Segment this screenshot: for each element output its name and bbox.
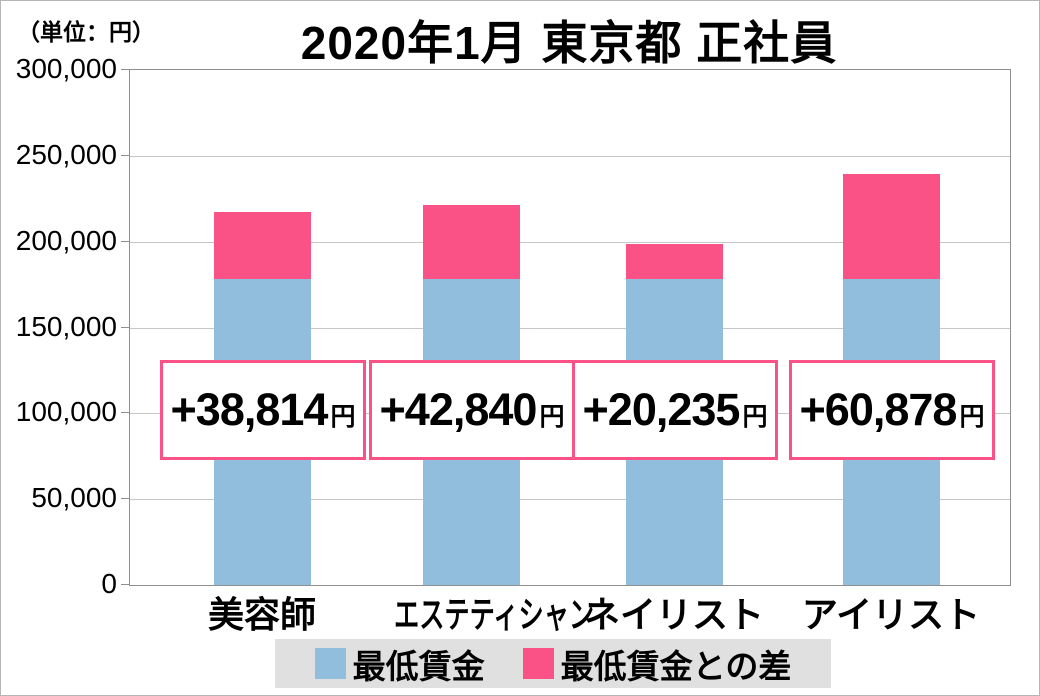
y-tick xyxy=(121,327,129,328)
value-unit: 円 xyxy=(742,403,768,431)
y-tick xyxy=(121,241,129,242)
bar-segment-difference xyxy=(214,212,311,279)
gridline xyxy=(130,499,1010,500)
legend-swatch-minimum-wage xyxy=(314,648,346,679)
value-amount: +42,840 xyxy=(379,384,538,435)
value-unit: 円 xyxy=(959,403,985,431)
legend: 最低賃金 最低賃金との差 xyxy=(275,639,831,688)
legend-label: 最低賃金との差 xyxy=(560,647,792,685)
value-amount: +60,878 xyxy=(799,384,958,435)
y-tick xyxy=(121,412,129,413)
category-label: 美容師 xyxy=(207,594,316,635)
chart-title: 2020年1月 東京都 正社員 xyxy=(300,17,838,69)
value-label-box: +20,235 円 xyxy=(572,360,778,460)
y-tick-label: 250,000 xyxy=(15,139,117,170)
value-label-box: +60,878 円 xyxy=(789,360,995,460)
value-unit: 円 xyxy=(330,403,356,431)
value-label: +42,840 円 xyxy=(380,384,565,436)
bar-segment-difference xyxy=(423,205,520,279)
y-tick xyxy=(121,69,129,70)
value-label-box: +42,840 円 xyxy=(369,360,575,460)
y-tick-label: 300,000 xyxy=(15,53,117,84)
bar-segment-difference xyxy=(626,244,723,279)
value-label: +20,235 円 xyxy=(583,384,768,436)
gridline xyxy=(130,328,1010,329)
value-label: +38,814 円 xyxy=(171,384,356,436)
category-label: エステティシャン xyxy=(394,594,595,635)
y-tick-label: 150,000 xyxy=(15,311,117,342)
gridline xyxy=(130,242,1010,243)
gridline xyxy=(130,156,1010,157)
value-label: +60,878 円 xyxy=(800,384,985,436)
y-tick-label: 0 xyxy=(101,568,117,599)
legend-label: 最低賃金 xyxy=(352,647,485,685)
category-label: アイリスト xyxy=(801,594,981,635)
unit-label: （単位：円） xyxy=(17,19,155,45)
plot-area: +38,814 円 +42,840 円 +20,235 円 +60,878 円 xyxy=(129,69,1011,586)
y-tick-label: 100,000 xyxy=(15,396,117,427)
category-label: ネイリスト xyxy=(583,594,764,635)
value-amount: +20,235 xyxy=(582,384,741,435)
y-tick-label: 200,000 xyxy=(15,225,117,256)
y-tick xyxy=(121,584,129,585)
legend-item: 最低賃金 xyxy=(314,640,485,688)
y-tick-label: 50,000 xyxy=(31,482,117,513)
value-amount: +38,814 xyxy=(170,384,329,435)
legend-item: 最低賃金との差 xyxy=(522,640,792,688)
value-label-box: +38,814 円 xyxy=(160,360,366,460)
bar-segment-difference xyxy=(843,174,940,279)
y-tick xyxy=(121,155,129,156)
legend-swatch-difference xyxy=(522,648,554,679)
value-unit: 円 xyxy=(539,403,565,431)
y-tick xyxy=(121,498,129,499)
